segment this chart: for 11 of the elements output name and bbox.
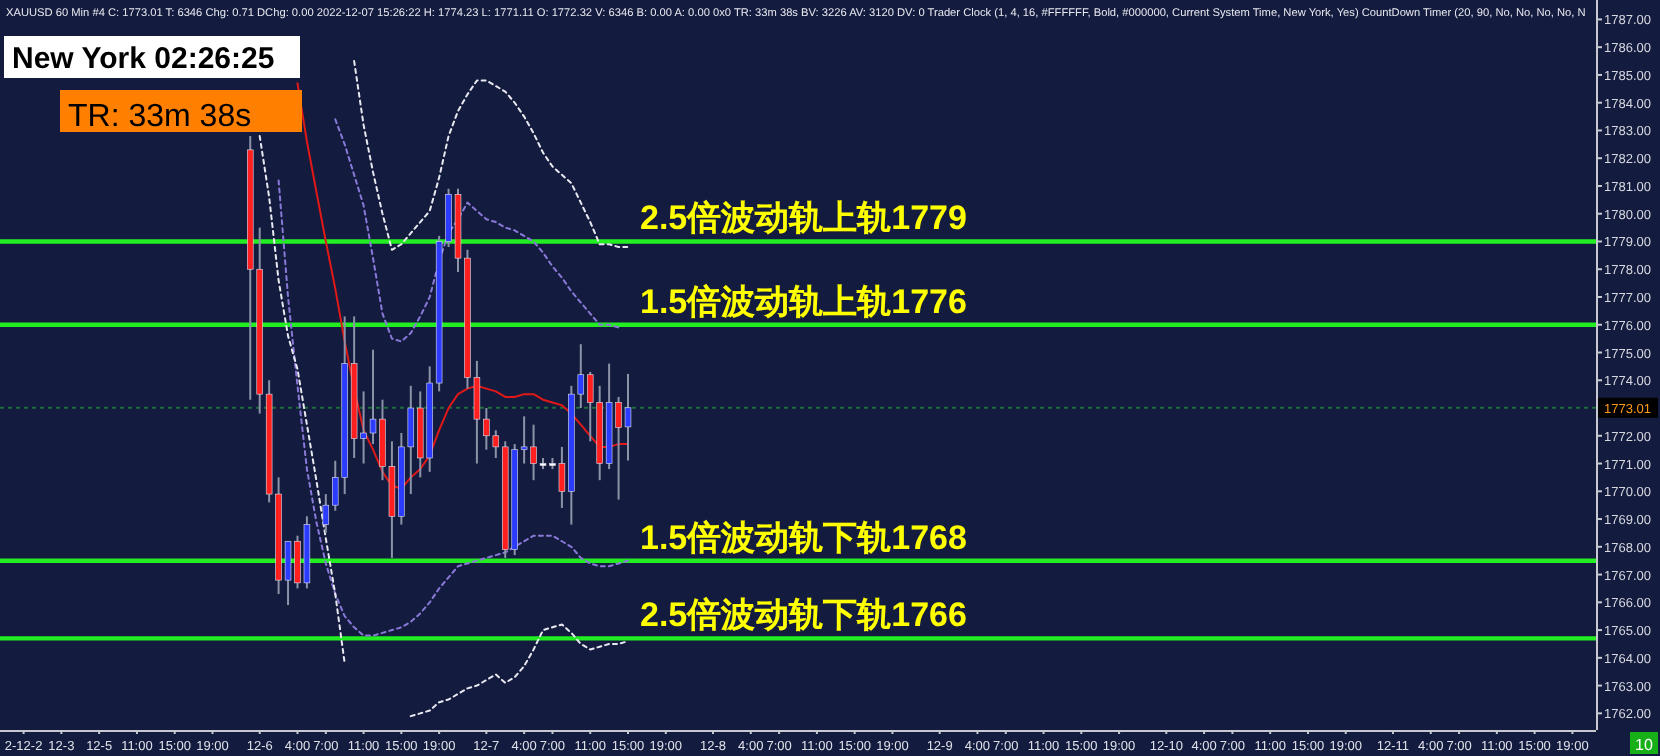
ref-line-label: 1.5倍波动轨上轨1776 <box>640 282 967 321</box>
line-series <box>353 60 630 251</box>
ref-line-label: 1.5倍波动轨下轨1768 <box>640 518 967 557</box>
text: 10 <box>1635 736 1654 754</box>
line-series <box>334 118 620 343</box>
ref-line-label: 2.5倍波动轨上轨1779 <box>640 199 967 238</box>
annotation: New York 02:26:25 <box>12 42 275 76</box>
line-series <box>277 179 630 637</box>
ref-line-label: 2.5倍波动轨下轨1766 <box>640 596 967 635</box>
line-series <box>296 82 630 490</box>
annotation: TR: 33m 38s <box>68 100 252 134</box>
